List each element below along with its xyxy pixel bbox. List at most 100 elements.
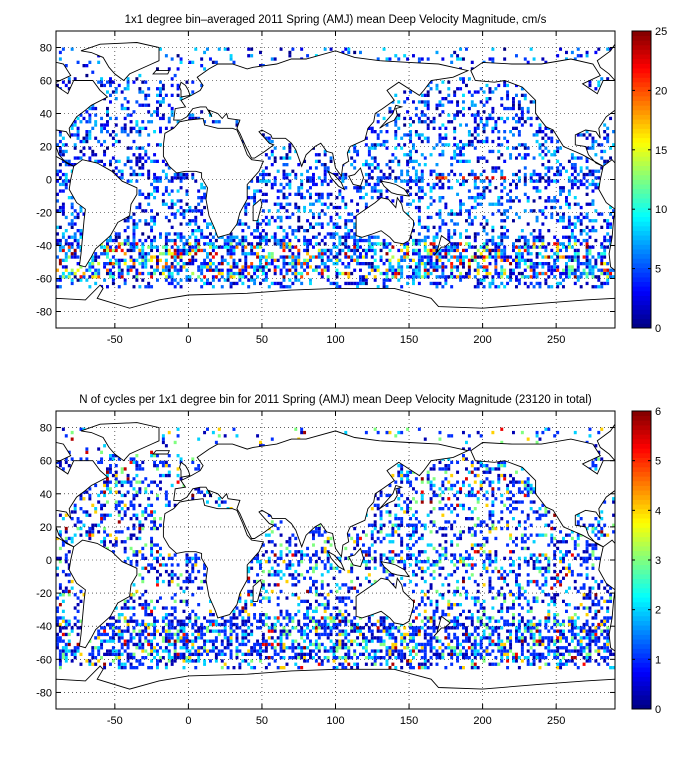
data-cell — [114, 87, 118, 91]
data-cell — [556, 268, 560, 272]
data-cell — [570, 163, 574, 167]
data-cell — [456, 146, 460, 150]
data-cell — [373, 659, 377, 663]
data-cell — [335, 632, 339, 637]
data-cell — [465, 159, 468, 163]
data-cell — [294, 172, 298, 177]
data-cell — [523, 275, 527, 279]
data-cell — [144, 622, 148, 627]
data-cell — [385, 245, 389, 249]
data-cell — [309, 619, 312, 623]
data-cell — [182, 656, 186, 660]
data-cell — [476, 192, 480, 196]
data-cell — [600, 143, 604, 147]
data-cell — [170, 642, 174, 647]
data-cell — [517, 100, 521, 104]
data-cell — [556, 265, 560, 269]
colorbar-swatch — [632, 263, 651, 269]
data-cell — [585, 156, 589, 160]
data-cell — [576, 265, 580, 269]
data-cell — [120, 666, 124, 670]
data-cell — [600, 619, 604, 623]
data-cell — [261, 192, 265, 196]
data-cell — [406, 133, 410, 137]
data-cell — [341, 176, 345, 180]
data-cell — [344, 632, 348, 637]
data-cell — [432, 626, 436, 630]
data-cell — [556, 149, 560, 154]
data-cell — [111, 659, 115, 663]
data-cell — [267, 219, 271, 223]
data-cell — [279, 47, 283, 51]
data-cell — [491, 202, 495, 206]
data-cell — [559, 255, 563, 259]
data-cell — [109, 626, 112, 630]
data-cell — [414, 179, 418, 183]
colorbar-swatch — [632, 137, 651, 143]
data-cell — [476, 642, 480, 647]
data-cell — [314, 265, 318, 269]
data-cell — [414, 268, 418, 272]
data-cell — [500, 235, 504, 239]
data-cell — [94, 646, 98, 650]
data-cell — [150, 242, 154, 246]
data-cell — [465, 235, 468, 239]
data-cell — [147, 666, 151, 670]
data-cell — [562, 225, 565, 229]
data-cell — [332, 652, 336, 657]
data-cell — [170, 656, 174, 660]
data-cell — [353, 235, 357, 239]
data-cell — [420, 176, 424, 180]
data-cell — [217, 632, 221, 637]
data-cell — [476, 632, 480, 637]
data-cell — [188, 116, 192, 121]
data-cell — [520, 110, 524, 114]
data-cell — [259, 172, 262, 177]
data-cell — [147, 143, 151, 147]
data-cell — [61, 182, 65, 187]
data-cell — [406, 163, 410, 167]
data-cell — [594, 285, 598, 289]
data-cell — [462, 182, 465, 187]
data-cell — [94, 636, 98, 640]
data-cell — [61, 205, 65, 210]
data-cell — [544, 153, 548, 157]
data-cell — [579, 626, 583, 630]
data-cell — [567, 629, 571, 633]
data-cell — [185, 262, 189, 266]
data-cell — [185, 646, 189, 650]
data-cell — [559, 146, 563, 150]
data-cell — [194, 636, 198, 640]
data-cell — [350, 642, 354, 647]
data-cell — [535, 186, 539, 190]
data-cell — [117, 662, 121, 666]
data-cell — [256, 619, 260, 623]
data-cell — [544, 662, 548, 666]
data-cell — [153, 255, 157, 259]
data-cell — [444, 281, 448, 286]
data-cell — [456, 265, 460, 269]
data-cell — [138, 629, 142, 633]
data-cell — [359, 278, 362, 282]
data-cell — [465, 47, 468, 51]
data-cell — [412, 629, 415, 633]
data-cell — [191, 90, 195, 94]
data-cell — [320, 662, 324, 666]
data-cell — [117, 258, 121, 262]
data-cell — [417, 219, 421, 223]
data-cell — [100, 252, 104, 256]
data-cell — [197, 225, 201, 229]
data-cell — [182, 622, 186, 627]
data-cell — [288, 619, 292, 623]
data-cell — [376, 285, 380, 289]
data-cell — [279, 156, 283, 160]
data-cell — [317, 215, 321, 220]
data-cell — [170, 281, 174, 286]
data-cell — [153, 153, 157, 157]
data-cell — [176, 632, 180, 637]
data-cell — [132, 110, 136, 114]
data-cell — [191, 245, 195, 249]
data-cell — [338, 242, 342, 246]
data-cell — [609, 666, 613, 670]
data-cell — [191, 116, 195, 121]
